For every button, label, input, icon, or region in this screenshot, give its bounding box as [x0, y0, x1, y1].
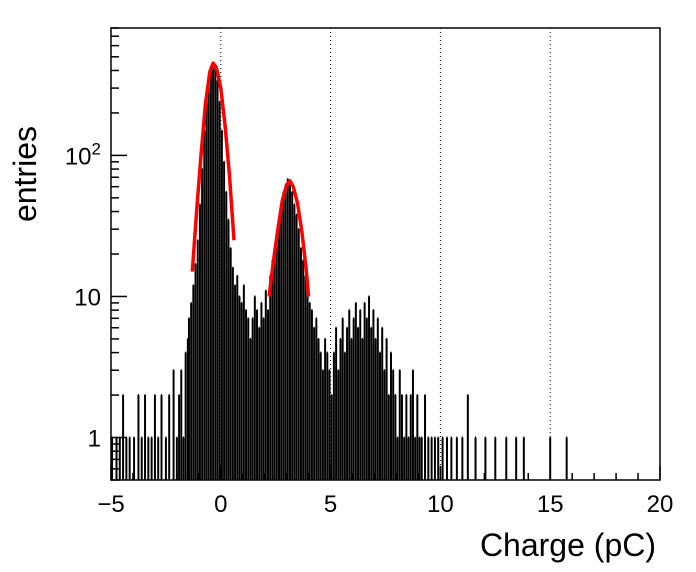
- y-tick-label: 10: [74, 284, 101, 311]
- x-tick-label: 10: [427, 491, 454, 518]
- x-tick-label: −5: [97, 491, 124, 518]
- y-tick-label: 1: [88, 426, 101, 453]
- x-tick-label: 15: [537, 491, 564, 518]
- grid-layer: [220, 28, 551, 480]
- fit-curve-1: [190, 61, 236, 272]
- x-tick-label: 20: [647, 491, 674, 518]
- fit-curve-2: [267, 179, 311, 297]
- x-tick-label: 0: [214, 491, 227, 518]
- x-tick-label: 5: [324, 491, 337, 518]
- y-axis-title: entries: [7, 126, 43, 222]
- axis-layer: −5 0 5 10 15 20 1 10 102: [65, 27, 674, 518]
- x-axis-title: Charge (pC): [480, 527, 656, 563]
- y-tick-label: 102: [65, 139, 101, 170]
- series-layer: [111, 61, 568, 480]
